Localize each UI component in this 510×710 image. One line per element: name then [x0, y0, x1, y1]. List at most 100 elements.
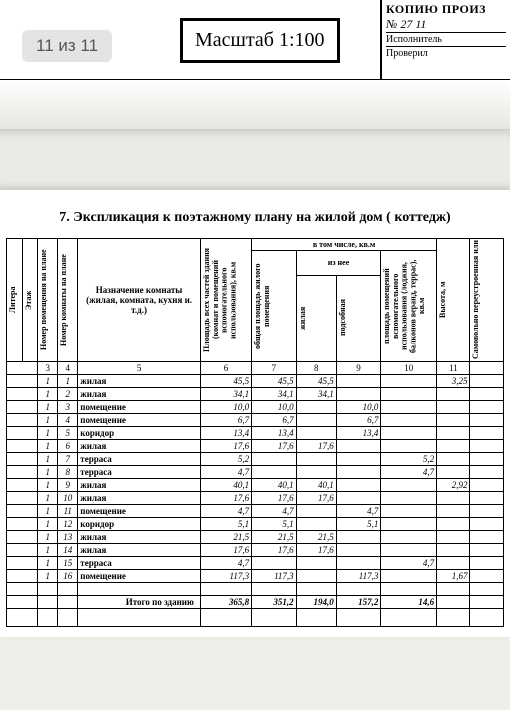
cell-floornum: 1: [38, 531, 58, 544]
cell-c9: 4,7: [336, 505, 381, 518]
cell-c12: [470, 375, 504, 388]
cell-c9: 5,1: [336, 518, 381, 531]
cell-c10: [381, 544, 437, 557]
cell-c11: [437, 401, 470, 414]
idx-3: 3: [38, 362, 58, 375]
table-body: 11жилая45,545,545,53,2512жилая34,134,134…: [7, 375, 504, 583]
cell-name: терраса: [78, 453, 201, 466]
col-group-including: в том числе, кв.м: [252, 239, 437, 251]
cell-c12: [470, 492, 504, 505]
cell-c6: 45,5: [200, 375, 251, 388]
cell-c11: [437, 453, 470, 466]
cell-c8: [296, 453, 336, 466]
cell-c6: 5,1: [200, 518, 251, 531]
cell-num: 10: [58, 492, 78, 505]
cell-c11: [437, 531, 470, 544]
cell-name: жилая: [78, 388, 201, 401]
cell-floornum: 1: [38, 401, 58, 414]
cell-floornum: 1: [38, 388, 58, 401]
cell-c10: [381, 427, 437, 440]
cell-c12: [470, 570, 504, 583]
stamp-executor-row: Исполнитель: [386, 32, 506, 46]
cell-c11: [437, 466, 470, 479]
cell-c11: [437, 492, 470, 505]
cell-floornum: 1: [38, 557, 58, 570]
total-c8: 194,0: [296, 596, 336, 609]
cell-name: коридор: [78, 427, 201, 440]
cell-name: коридор: [78, 518, 201, 531]
cell-num: 3: [58, 401, 78, 414]
cell-c7: 17,6: [252, 544, 297, 557]
table-row: 16жилая17,617,617,6: [7, 440, 504, 453]
cell-c7: [252, 453, 297, 466]
cell-c7: [252, 557, 297, 570]
cell-c8: 40,1: [296, 479, 336, 492]
total-c10: 14,6: [381, 596, 437, 609]
cell-c9: 6,7: [336, 414, 381, 427]
cell-c10: 4,7: [381, 466, 437, 479]
cell-name: терраса: [78, 557, 201, 570]
col-room-on-plan: Номер помещения на плане: [40, 240, 49, 360]
stamp-number: № 27 11: [386, 17, 506, 32]
cell-num: 16: [58, 570, 78, 583]
cell-c8: 21,5: [296, 531, 336, 544]
cell-floornum: 1: [38, 570, 58, 583]
total-label: Итого по зданию: [78, 596, 201, 609]
cell-num: 7: [58, 453, 78, 466]
table-row: 14помещение6,76,76,7: [7, 414, 504, 427]
cell-c7: 40,1: [252, 479, 297, 492]
cell-name: помещение: [78, 414, 201, 427]
cell-c9: [336, 440, 381, 453]
cell-floornum: 1: [38, 492, 58, 505]
document-sheet: 7. Экспликация к поэтажному плану на жил…: [0, 190, 510, 637]
cell-floornum: 1: [38, 518, 58, 531]
cell-c12: [470, 440, 504, 453]
col-height: Высота, м: [439, 240, 448, 360]
cell-c9: [336, 388, 381, 401]
total-c7: 351,2: [252, 596, 297, 609]
cell-c9: 117,3: [336, 570, 381, 583]
cell-c6: 40,1: [200, 479, 251, 492]
cell-name: жилая: [78, 492, 201, 505]
cell-c11: [437, 440, 470, 453]
cell-c7: 4,7: [252, 505, 297, 518]
stamp-checker-row: Проверил: [386, 46, 506, 60]
cell-c9: [336, 466, 381, 479]
cell-c10: [381, 440, 437, 453]
cell-floornum: 1: [38, 414, 58, 427]
cell-c6: 17,6: [200, 544, 251, 557]
cell-c6: 21,5: [200, 531, 251, 544]
cell-c8: 17,6: [296, 544, 336, 557]
idx-4: 4: [58, 362, 78, 375]
cell-c11: 3,25: [437, 375, 470, 388]
cell-c8: [296, 557, 336, 570]
table-header: Литера Этаж Номер помещения на плане Ном…: [7, 239, 504, 375]
cell-c8: [296, 570, 336, 583]
cell-c11: [437, 414, 470, 427]
cell-c12: [470, 427, 504, 440]
cell-c9: [336, 544, 381, 557]
cell-c6: 6,7: [200, 414, 251, 427]
cell-c7: 21,5: [252, 531, 297, 544]
stamp-title: КОПИЮ ПРОИЗ: [386, 2, 506, 17]
cell-c6: 34,1: [200, 388, 251, 401]
cell-c6: 4,7: [200, 505, 251, 518]
cell-c7: [252, 466, 297, 479]
cell-c7: 13,4: [252, 427, 297, 440]
cell-name: помещение: [78, 570, 201, 583]
cell-name: жилая: [78, 544, 201, 557]
cell-c7: 5,1: [252, 518, 297, 531]
table-row: 13помещение10,010,010,0: [7, 401, 504, 414]
cell-c7: 17,6: [252, 440, 297, 453]
cell-c6: 13,4: [200, 427, 251, 440]
col-utility: подсобная: [339, 279, 348, 357]
cell-c10: [381, 414, 437, 427]
approval-stamp: КОПИЮ ПРОИЗ № 27 11 Исполнитель Проверил: [380, 0, 510, 80]
table-row: 113жилая21,521,521,5: [7, 531, 504, 544]
cell-floornum: 1: [38, 453, 58, 466]
cell-c10: [381, 518, 437, 531]
idx-5: 5: [78, 362, 201, 375]
page-gap: [0, 130, 510, 190]
cell-num: 12: [58, 518, 78, 531]
cell-name: жилая: [78, 375, 201, 388]
